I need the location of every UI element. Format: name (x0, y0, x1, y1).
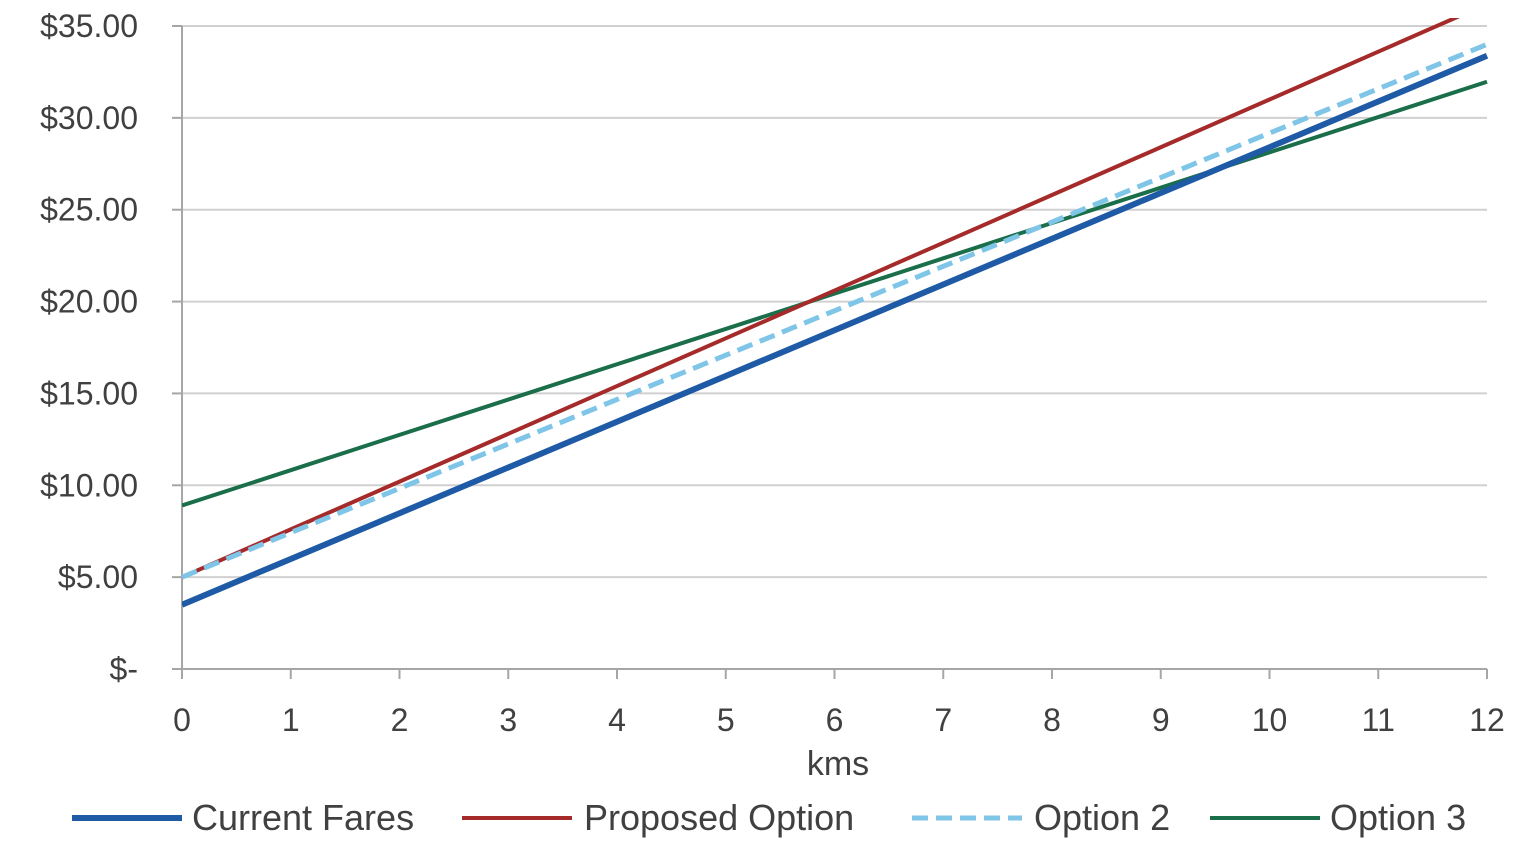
series-line-option-3 (182, 79, 1488, 508)
x-tick-label: 4 (608, 702, 626, 738)
x-tick-label: 10 (1252, 702, 1288, 738)
y-tick-label: $35.00 (40, 8, 138, 44)
x-tick-label: 3 (499, 702, 517, 738)
series-line-current-fares (182, 52, 1489, 608)
legend-label-option-2: Option 2 (1034, 797, 1170, 838)
x-tick-label: 1 (282, 702, 300, 738)
legend-label-current-fares: Current Fares (192, 797, 414, 838)
axes (172, 25, 1488, 679)
legend-label-option-3: Option 3 (1330, 797, 1466, 838)
y-tick-label: $- (110, 651, 138, 687)
gridlines (182, 25, 1487, 579)
x-tick-label: 5 (717, 702, 735, 738)
tick-labels: $- $5.00 $10.00 $15.00 $20.00 $25.00 $30.00 $35… (40, 8, 1505, 738)
y-tick-label: $25.00 (40, 192, 138, 228)
y-tick-label: $5.00 (58, 559, 138, 595)
y-tick-label: $10.00 (40, 467, 138, 503)
x-tick-label: 8 (1043, 702, 1061, 738)
y-tick-label: $15.00 (40, 375, 138, 411)
x-tick-label: 6 (826, 702, 844, 738)
x-tick-label: 2 (391, 702, 409, 738)
legend: Current Fares Proposed Option Option 2 Opti… (72, 797, 1466, 838)
legend-label-proposed-option: Proposed Option (584, 797, 854, 838)
series-line-proposed-option (182, 18, 1460, 579)
x-tick-label: 9 (1152, 702, 1170, 738)
x-tick-label: 7 (934, 702, 952, 738)
y-tick-label: $20.00 (40, 284, 138, 320)
x-axis-title: kms (807, 745, 869, 783)
series-lines (182, 18, 1489, 608)
x-tick-label: 12 (1469, 702, 1505, 738)
y-tick-label: $30.00 (40, 100, 138, 136)
x-tick-label: 0 (173, 702, 191, 738)
series-line-option-2 (182, 42, 1488, 580)
x-tick-label: 11 (1362, 702, 1395, 738)
